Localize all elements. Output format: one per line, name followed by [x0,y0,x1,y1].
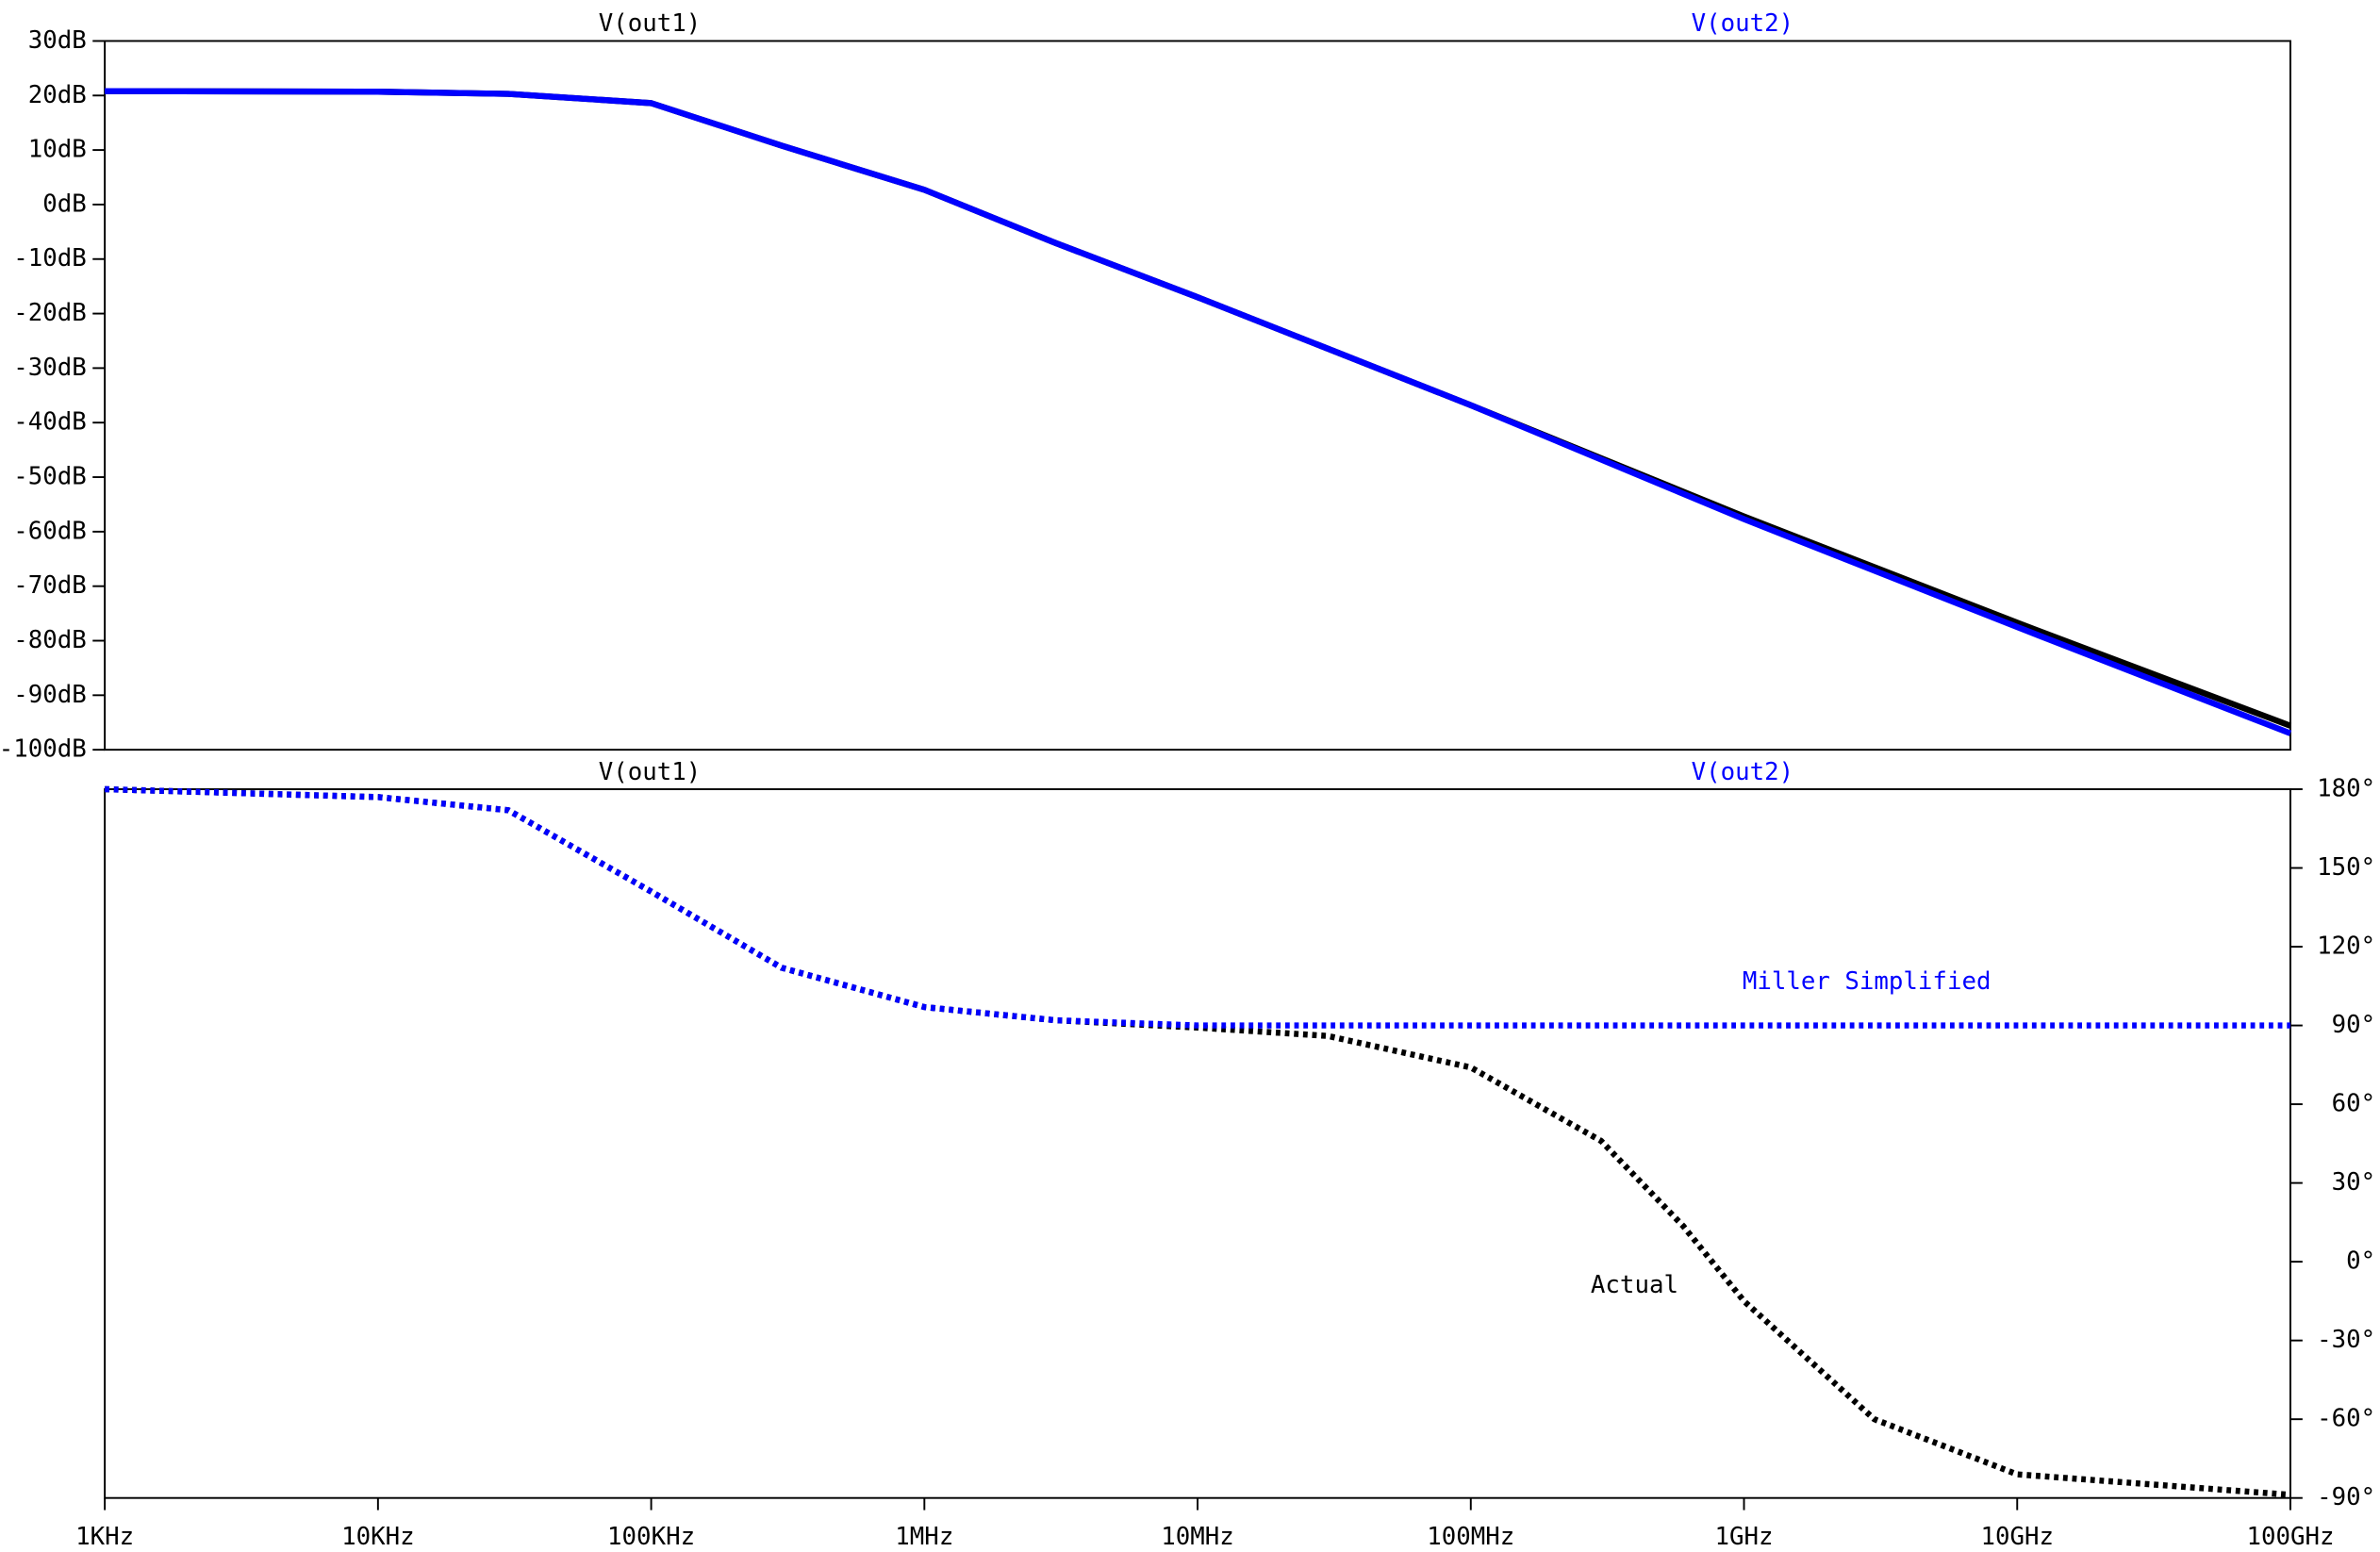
legend-entry: V(out2) [1692,9,1794,38]
y-tick-label: -40dB [13,408,87,437]
legend-entry: V(out1) [599,9,702,38]
y-tick-label: 20dB [28,81,87,109]
legend-entry: V(out1) [599,758,702,786]
y-tick-label: 120° [2317,933,2375,961]
y-tick-label: -100dB [0,735,87,764]
y-tick-label: -90° [2317,1483,2375,1511]
x-tick-label: 100KHz [607,1523,695,1551]
x-tick-label: 1KHz [75,1523,134,1551]
y-tick-label: 90° [2332,1011,2376,1039]
y-tick-label: 30° [2332,1168,2376,1197]
plot-frame [104,788,2291,1499]
y-tick-label: -90dB [13,681,87,709]
y-tick-label: -50dB [13,463,87,491]
y-tick-label: -70dB [13,571,87,600]
x-tick-label: 10KHz [341,1523,415,1551]
x-tick-label: 10MHz [1161,1523,1234,1551]
y-tick-label: -60dB [13,517,87,545]
x-tick-label: 10GHz [1980,1523,2054,1551]
y-tick-label: 150° [2317,853,2375,882]
y-tick-label: -30dB [13,354,87,382]
annotation: Miller Simplified [1743,967,1992,996]
plot-frame [104,40,2291,751]
x-tick-label: 1GHz [1715,1523,1774,1551]
series-line [105,785,2291,1498]
x-tick-label: 100GHz [2246,1523,2334,1551]
x-tick-label: 100MHz [1427,1523,1514,1551]
annotation: Actual [1591,1271,1678,1299]
y-tick-label: 0° [2346,1247,2375,1276]
y-tick-label: 60° [2332,1090,2376,1118]
series-line [105,88,2292,736]
y-tick-label: 10dB [28,136,87,164]
y-tick-label: 0dB [42,190,87,218]
legend-entry: V(out2) [1692,758,1794,786]
y-tick-label: -20dB [13,299,87,327]
y-tick-label: 180° [2317,775,2375,803]
series-line [105,785,2290,1029]
y-tick-label: -10dB [13,244,87,272]
x-tick-label: 1MHz [895,1523,953,1551]
y-tick-label: 30dB [28,26,87,55]
y-tick-label: -60° [2317,1405,2375,1433]
series-line [105,88,2292,729]
y-tick-label: -80dB [13,626,87,654]
y-tick-label: -30° [2317,1326,2375,1354]
